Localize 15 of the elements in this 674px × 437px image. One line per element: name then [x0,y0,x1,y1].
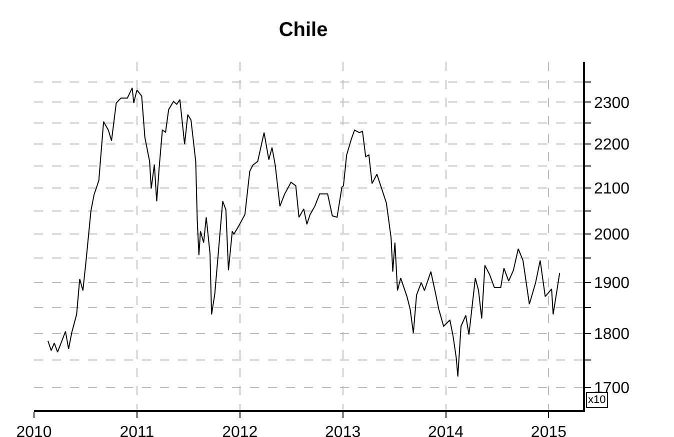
y-tick-label: 2200 [594,136,630,154]
y-tick-label: 2100 [594,180,630,198]
line-series [48,87,560,377]
y-tick-label: 1800 [594,326,630,344]
x-tick-label: 2012 [222,424,258,437]
y-tick-label: 1900 [594,275,630,292]
x-tick-label: 2013 [325,424,361,437]
x-tick-label: 2011 [120,424,154,437]
x-tick-label: 2015 [530,424,567,437]
chart-title: Chile [278,18,328,41]
text: x10 [588,394,606,406]
x-tick-label: 2010 [16,424,52,437]
x-tick-label: 2014 [428,424,464,437]
y-tick-label: 2300 [594,94,630,112]
y-tick-label: 2000 [594,226,630,244]
